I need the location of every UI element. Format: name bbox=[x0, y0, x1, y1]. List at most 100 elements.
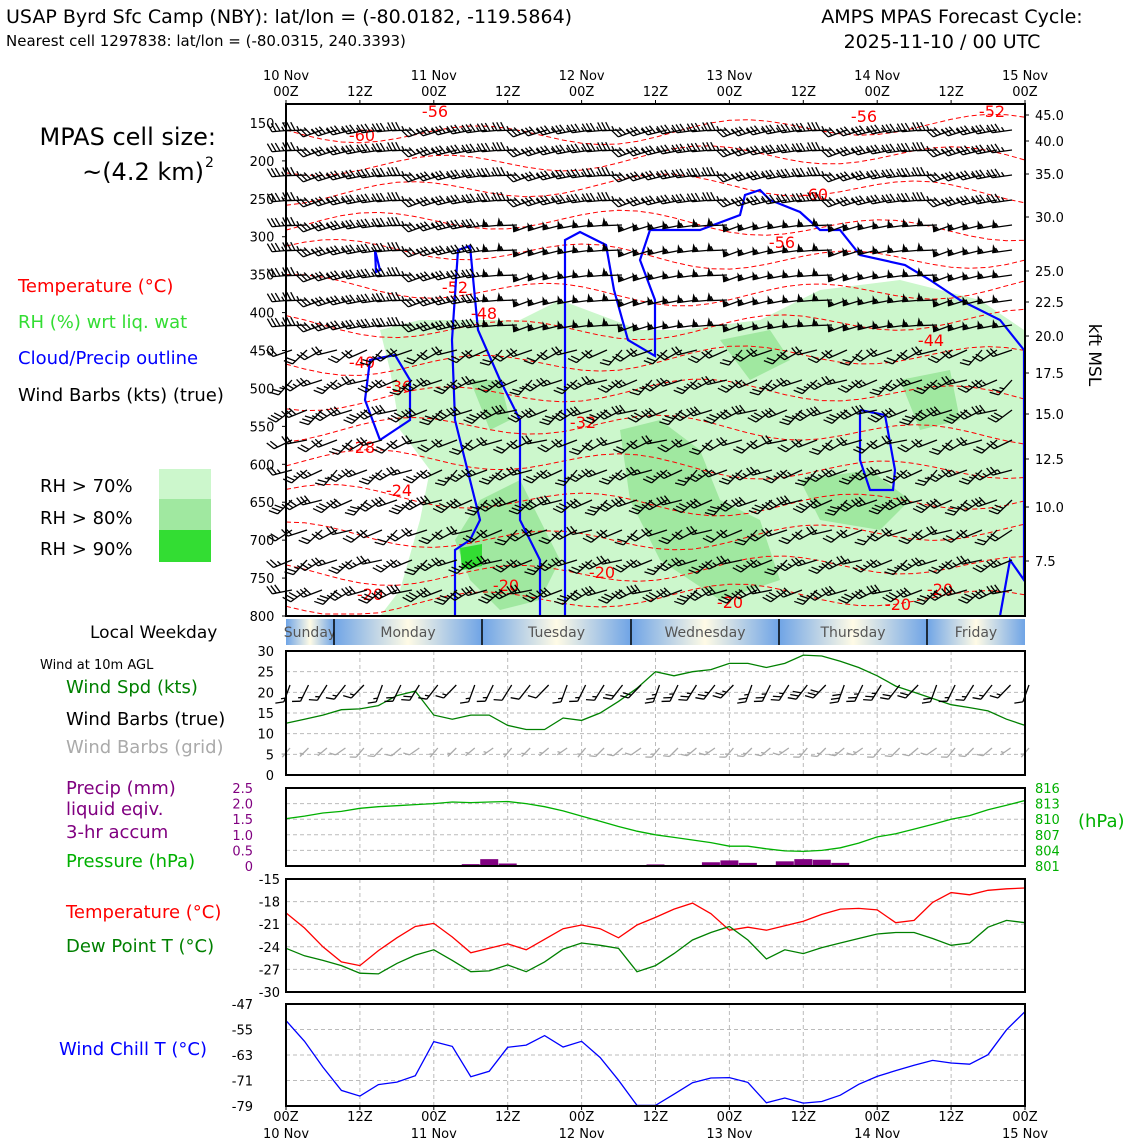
wind-barb bbox=[716, 437, 743, 447]
wind-barb bbox=[476, 529, 503, 539]
wind-barb bbox=[671, 123, 698, 134]
barb-half-flag bbox=[475, 321, 480, 327]
barb-full-flag bbox=[573, 590, 583, 597]
barb-full-flag bbox=[292, 700, 301, 703]
barb-half-flag bbox=[325, 148, 330, 153]
barb-full-flag bbox=[663, 587, 672, 595]
barb-pennant bbox=[677, 319, 683, 328]
barb-half-flag bbox=[844, 225, 850, 230]
barb-full-flag bbox=[360, 124, 367, 133]
barb-full-flag bbox=[341, 351, 350, 359]
barb-full-flag bbox=[920, 752, 927, 756]
barb-full-flag bbox=[379, 404, 386, 413]
barb-full-flag bbox=[663, 696, 672, 699]
barb-full-flag bbox=[989, 391, 999, 396]
barb-half-flag bbox=[475, 171, 480, 177]
barb-full-flag bbox=[300, 562, 309, 570]
wind-barb-true bbox=[418, 684, 439, 700]
barb-full-flag bbox=[461, 244, 468, 254]
barb-full-flag bbox=[585, 442, 594, 449]
barb-full-flag bbox=[630, 585, 637, 594]
barb-full-flag bbox=[664, 169, 671, 178]
wind-barb-true bbox=[695, 684, 716, 700]
barb-full-flag bbox=[401, 410, 409, 418]
barb-full-flag bbox=[446, 501, 455, 509]
barb-half-flag bbox=[970, 127, 975, 133]
barb-full-flag bbox=[710, 191, 716, 201]
barb-full-flag bbox=[431, 247, 439, 256]
barb-pennant bbox=[962, 321, 968, 330]
barb-full-flag bbox=[629, 559, 638, 567]
legend-rh90-label: RH > 90% bbox=[40, 539, 133, 560]
barb-half-flag bbox=[892, 383, 898, 388]
barb-half-flag bbox=[669, 693, 674, 695]
barb-full-flag bbox=[885, 501, 894, 509]
barb-full-flag bbox=[990, 169, 997, 178]
barb-full-flag bbox=[349, 169, 356, 178]
barb-pennant bbox=[662, 270, 668, 279]
barb-full-flag bbox=[360, 244, 367, 253]
barb-half-flag bbox=[844, 275, 850, 280]
barb-half-flag bbox=[817, 474, 823, 478]
barb-staff bbox=[704, 747, 716, 756]
barb-full-flag bbox=[761, 145, 768, 155]
wind-barb bbox=[686, 525, 713, 536]
barb-half-flag bbox=[368, 384, 373, 388]
barb-pennant bbox=[497, 242, 503, 251]
barb-full-flag bbox=[919, 595, 929, 600]
barb-pennant bbox=[602, 317, 608, 326]
wind-barb bbox=[641, 195, 668, 206]
barb-full-flag bbox=[660, 170, 667, 179]
barb-full-flag bbox=[738, 126, 747, 134]
barb-full-flag bbox=[806, 526, 814, 535]
barb-full-flag bbox=[364, 123, 371, 133]
barb-full-flag bbox=[944, 172, 953, 181]
barb-half-flag bbox=[296, 295, 300, 301]
barb-full-flag bbox=[928, 569, 938, 574]
barb-full-flag bbox=[629, 391, 639, 396]
barb-full-flag bbox=[446, 220, 453, 230]
barb-half-flag bbox=[649, 299, 654, 304]
barb-full-flag bbox=[566, 124, 573, 134]
barb-full-flag bbox=[374, 590, 384, 598]
top-time-tick: 00Z bbox=[569, 85, 595, 100]
barb-full-flag bbox=[799, 192, 806, 202]
wind-barb bbox=[626, 171, 653, 182]
barb-full-flag bbox=[551, 533, 560, 540]
barb-full-flag bbox=[507, 417, 517, 423]
barb-full-flag bbox=[566, 526, 574, 535]
barb-half-flag bbox=[457, 382, 462, 387]
precip-bar bbox=[812, 859, 831, 866]
barb-full-flag bbox=[311, 533, 320, 540]
barb-full-flag bbox=[423, 171, 432, 179]
barb-full-flag bbox=[960, 503, 970, 510]
barb-full-flag bbox=[896, 565, 906, 572]
barb-full-flag bbox=[963, 145, 971, 154]
barb-full-flag bbox=[391, 317, 397, 326]
barb-full-flag bbox=[450, 195, 457, 204]
barb-full-flag bbox=[918, 410, 928, 417]
barb-full-flag bbox=[341, 125, 348, 135]
barb-full-flag bbox=[327, 357, 337, 364]
barb-full-flag bbox=[408, 297, 417, 305]
wind-barb bbox=[956, 195, 983, 206]
barb-full-flag bbox=[395, 241, 401, 251]
barb-full-flag bbox=[491, 592, 500, 600]
barb-full-flag bbox=[674, 557, 683, 566]
barb-full-flag bbox=[828, 585, 836, 594]
wind-barb-true bbox=[644, 684, 661, 704]
wind-barb bbox=[521, 435, 548, 445]
barb-half-flag bbox=[680, 322, 684, 328]
barb-half-flag bbox=[296, 220, 300, 226]
barb-half-flag bbox=[859, 324, 864, 329]
barb-full-flag bbox=[510, 414, 520, 421]
barb-full-flag bbox=[690, 381, 699, 389]
barb-full-flag bbox=[566, 594, 576, 601]
top-time-tick: 00Z bbox=[717, 85, 743, 100]
wind-barb bbox=[986, 559, 1013, 569]
barb-full-flag bbox=[899, 588, 908, 597]
barb-full-flag bbox=[296, 299, 304, 308]
wind10m-label: Wind at 10m AGL bbox=[40, 658, 154, 673]
wind-barb bbox=[461, 559, 488, 570]
